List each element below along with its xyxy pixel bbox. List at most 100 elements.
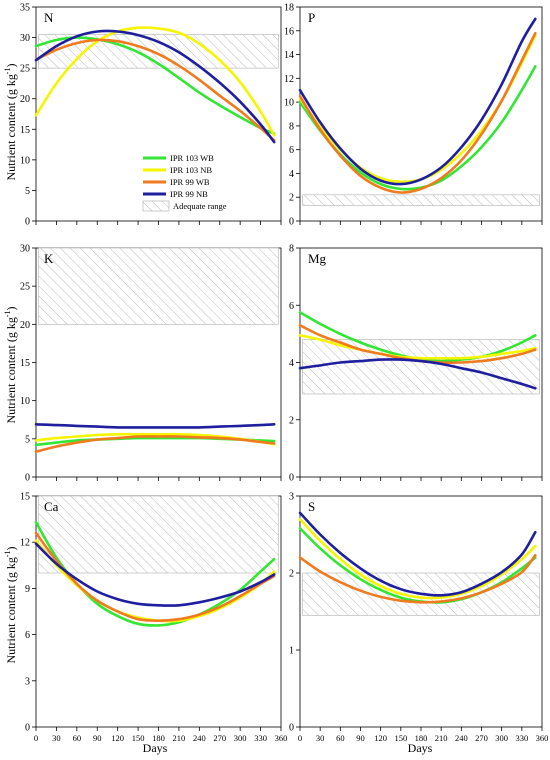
- x-axis-title-left: Days: [143, 741, 168, 755]
- y-tick-label-p: 4: [289, 169, 294, 180]
- y-tick-label-s: 2: [289, 569, 294, 580]
- x-tick-label-s: 240: [455, 733, 468, 743]
- x-tick-label-s: 300: [495, 733, 508, 743]
- x-tick-label-ca: 360: [275, 733, 288, 743]
- series-line-n-ipr99nb: [34, 29, 276, 144]
- x-tick-label-s: 330: [515, 733, 528, 743]
- x-tick-label-ca: 300: [234, 733, 247, 743]
- y-tick-label-p: 0: [289, 217, 294, 228]
- x-tick-label-ca: 210: [173, 733, 186, 743]
- series-line-k-ipr99wb: [34, 435, 276, 454]
- series-line-s-ipr103nb: [298, 517, 537, 600]
- x-tick-label-s: 210: [435, 733, 448, 743]
- x-tick-label-ca: 330: [254, 733, 267, 743]
- legend-label-ipr103wb: IPR 103 WB: [170, 153, 214, 163]
- panel-title-mg: Mg: [308, 251, 327, 266]
- panel-mg: 0 2 4 6 8 Mg: [289, 244, 543, 484]
- svg-text:Nutrient content (g kg-1): Nutrient content (g kg-1): [3, 64, 18, 181]
- x-tick-label-ca: 30: [52, 733, 61, 743]
- x-tick-label-s: 30: [316, 733, 325, 743]
- x-tick-label-s: 90: [356, 733, 365, 743]
- y-tick-label-s: 0: [289, 723, 294, 734]
- panel-title-ca: Ca: [44, 499, 59, 514]
- series-line-s-ipr99nb: [298, 511, 537, 597]
- series-line-ca-ipr99wb: [34, 531, 276, 623]
- y-tick-label-p: 6: [289, 145, 294, 156]
- y-tick-label-n: 10: [20, 155, 30, 166]
- series-line-mg-ipr103wb: [298, 311, 537, 363]
- x-tick-label-ca: 90: [93, 733, 102, 743]
- y-tick-label-n: 5: [25, 186, 30, 197]
- x-tick-label-s: 180: [415, 733, 428, 743]
- legend: IPR 103 WB IPR 103 NB IPR 99 WB IPR 99 N…: [142, 153, 227, 212]
- x-tick-label-s: 360: [536, 733, 549, 743]
- y-tick-label-p: 18: [284, 3, 294, 14]
- series-line-p-ipr99wb: [298, 31, 537, 194]
- y-tick-label-n: 0: [25, 217, 30, 228]
- y-tick-label-s: 1: [289, 646, 294, 657]
- x-tick-label-s: 60: [336, 733, 345, 743]
- x-tick-label-ca: 0: [34, 733, 38, 743]
- x-tick-label-s: 270: [475, 733, 488, 743]
- y-tick-label-k: 15: [20, 358, 30, 369]
- y-tick-label-ca: 12: [20, 538, 30, 549]
- y-tick-label-ca: 9: [25, 584, 30, 595]
- series-line-n-ipr103nb: [34, 26, 276, 137]
- x-tick-label-s: 120: [374, 733, 387, 743]
- adequate-range-ca: [38, 495, 279, 574]
- series-line-mg-ipr99nb: [298, 358, 537, 390]
- series-line-p-ipr99nb: [298, 17, 537, 186]
- y-tick-label-k: 5: [25, 434, 30, 445]
- series-line-s-ipr99wb: [298, 554, 537, 604]
- panel-k: 0 5 10 15 20 25 30 K: [20, 244, 282, 484]
- y-tick-label-p: 14: [284, 50, 294, 61]
- y-tick-label-mg: 4: [289, 358, 294, 369]
- panel-n: 0 5 10 15 20 25 30 35 N: [20, 3, 282, 228]
- y-tick-label-k: 0: [25, 473, 30, 484]
- chart-panels: 05101520253035N024681012141618P051015202…: [20, 3, 548, 744]
- y-tick-label-n: 25: [20, 64, 30, 75]
- y-tick-label-ca: 0: [25, 723, 30, 734]
- y-tick-label-mg: 8: [289, 244, 294, 255]
- x-tick-label-ca: 120: [111, 733, 124, 743]
- series-line-mg-ipr103nb: [298, 334, 537, 360]
- series-line-n-ipr99wb: [34, 38, 276, 142]
- y-tick-label-k: 30: [20, 244, 30, 255]
- y-tick-label-ca: 3: [25, 676, 30, 687]
- y-tick-label-p: 10: [284, 98, 294, 109]
- legend-label-adequate: Adequate range: [173, 201, 227, 211]
- y-tick-label-s: 3: [289, 492, 294, 503]
- y-tick-label-mg: 2: [289, 415, 294, 426]
- y-axis-title-row2: Nutrient content (g kg-1): [3, 307, 18, 424]
- y-tick-label-ca: 6: [25, 630, 30, 641]
- series-line-ca-ipr99nb: [34, 542, 276, 607]
- y-axis-title-row3: Nutrient content (g kg-1): [3, 547, 18, 664]
- y-tick-label-n: 15: [20, 125, 30, 136]
- legend-swatch-adequate: [142, 200, 170, 212]
- x-tick-label-ca: 60: [73, 733, 82, 743]
- y-tick-label-p: 12: [284, 74, 294, 85]
- y-tick-label-p: 8: [289, 121, 294, 132]
- x-axis-title-right: Days: [408, 741, 433, 755]
- y-tick-label-n: 35: [20, 3, 30, 14]
- panel-title-s: S: [308, 499, 315, 514]
- y-tick-label-p: 16: [284, 26, 294, 37]
- series-line-k-ipr99nb: [34, 423, 276, 429]
- panel-title-p: P: [308, 10, 315, 25]
- y-tick-label-mg: 0: [289, 473, 294, 484]
- y-tick-label-k: 10: [20, 396, 30, 407]
- x-tick-label-ca: 180: [152, 733, 165, 743]
- x-tick-label-ca: 150: [132, 733, 145, 743]
- y-tick-label-mg: 6: [289, 301, 294, 312]
- y-tick-label-p: 2: [289, 193, 294, 204]
- panel-title-k: K: [44, 251, 54, 266]
- svg-text:Nutrient content (g kg-1): Nutrient content (g kg-1): [3, 547, 18, 664]
- adequate-range-p: [302, 194, 540, 206]
- y-tick-label-k: 20: [20, 320, 30, 331]
- y-axis-title-row1: Nutrient content (g kg-1): [3, 64, 18, 181]
- y-tick-label-ca: 15: [20, 492, 30, 503]
- y-tick-label-n: 20: [20, 94, 30, 105]
